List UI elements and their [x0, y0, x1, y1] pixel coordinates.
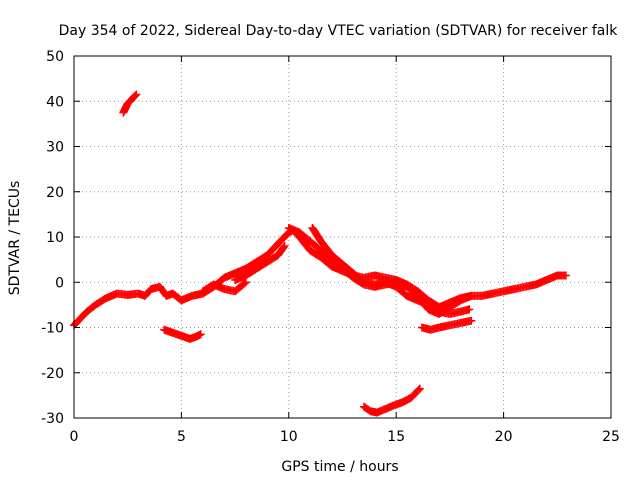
data-point-marker: [196, 330, 205, 339]
x-tick-label: 0: [70, 429, 79, 445]
y-tick-label: -30: [41, 411, 64, 427]
x-tick-label: 25: [602, 429, 620, 445]
series-mid-isolated-segment: [160, 325, 205, 343]
data-point-marker: [414, 385, 423, 394]
data-point-marker: [241, 278, 250, 287]
data-point-marker: [467, 316, 476, 325]
y-tick-label: -20: [41, 366, 64, 382]
y-tick-label: 40: [46, 94, 64, 110]
y-tick-label: 30: [46, 140, 64, 156]
series-upper-isolated-segment: [119, 90, 141, 117]
x-tick-label: 5: [177, 429, 186, 445]
data-point-marker: [280, 242, 289, 251]
series-lower-isolated-segment: [359, 384, 424, 417]
y-tick-label: 50: [46, 49, 64, 65]
data-point-marker: [415, 384, 424, 393]
series-dip-segment: [417, 316, 476, 334]
x-tick-label: 15: [387, 429, 405, 445]
y-tick-label: 20: [46, 185, 64, 201]
axis-ticks: [73, 55, 612, 419]
y-tick-label: 0: [55, 275, 64, 291]
grid-lines: [74, 56, 611, 418]
y-axis-title: SDTVAR / TECUs: [7, 181, 23, 296]
data-point-marker: [465, 305, 474, 314]
y-tick-label: 10: [46, 230, 64, 246]
series-secondary-arc-c: [231, 242, 289, 284]
data-point-marker: [131, 91, 140, 100]
data-series: [70, 90, 570, 417]
series-secondary-arc-d: [198, 278, 250, 296]
data-point-marker: [240, 279, 249, 288]
series-secondary-arc-b: [308, 223, 474, 318]
data-point-marker: [467, 291, 476, 300]
y-axis-tick-labels: -30 -20 -10 0 10 20 30 40 50: [41, 49, 64, 427]
x-tick-label: 20: [495, 429, 513, 445]
data-point-marker: [279, 243, 288, 252]
data-point-marker: [561, 271, 570, 280]
x-tick-label: 10: [280, 429, 298, 445]
chart-title: Day 354 of 2022, Sidereal Day-to-day VTE…: [59, 23, 619, 39]
x-axis-title: GPS time / hours: [281, 459, 398, 475]
data-point-marker: [132, 90, 141, 99]
x-axis-tick-labels: 0 5 10 15 20 25: [70, 429, 620, 445]
y-tick-label: -10: [41, 321, 64, 337]
